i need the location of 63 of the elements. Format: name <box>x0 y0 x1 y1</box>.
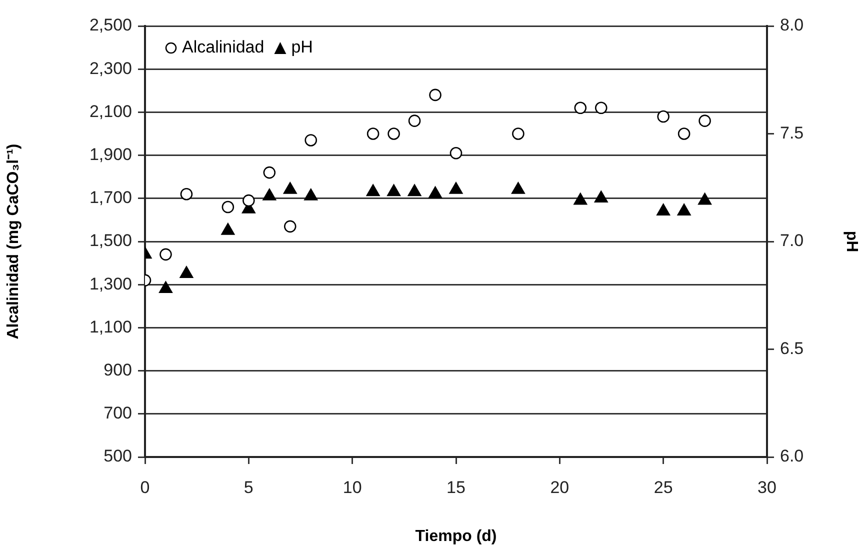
y-tick-label: 2,100 <box>89 102 132 121</box>
point <box>698 192 712 205</box>
y2-tick-label: 6.0 <box>780 446 804 466</box>
point <box>678 128 690 140</box>
point <box>677 204 691 216</box>
x-tick-label: 10 <box>342 478 362 497</box>
point <box>222 200 234 214</box>
y-tick-label: 1,500 <box>89 231 132 250</box>
point <box>449 182 463 194</box>
y-tick-label: 900 <box>104 360 132 380</box>
x-tick-label: 30 <box>758 478 776 497</box>
point <box>304 188 318 200</box>
point <box>180 266 194 278</box>
point <box>263 166 276 179</box>
point <box>242 194 255 207</box>
point <box>450 146 462 160</box>
legend-label: Alcalinidad <box>182 38 264 57</box>
point <box>594 102 608 114</box>
y-tick-label: 1,700 <box>89 188 132 208</box>
point <box>408 184 422 196</box>
point <box>408 114 421 127</box>
y-tick-label: 1,100 <box>89 317 132 336</box>
point <box>574 192 588 205</box>
point <box>428 186 442 198</box>
point <box>366 184 380 196</box>
x-tick-label: 0 <box>140 478 150 497</box>
point <box>159 281 172 294</box>
point <box>657 110 670 123</box>
point <box>574 102 587 114</box>
point <box>304 134 318 146</box>
y-tick-label: 500 <box>104 446 132 466</box>
y2-axis-title: pH <box>842 230 860 252</box>
legend-label: pH <box>291 38 313 57</box>
y2-tick-label: 7.5 <box>780 123 804 142</box>
y2-tick-label: 6.5 <box>780 338 804 358</box>
point <box>180 188 193 200</box>
y-tick-label: 2,500 <box>89 16 132 35</box>
y-tick-label: 2,300 <box>89 58 132 78</box>
point <box>283 182 297 194</box>
point <box>698 114 711 127</box>
x-axis-title: Tiempo (d) <box>415 528 497 545</box>
point <box>284 220 296 233</box>
point <box>656 204 670 216</box>
y2-tick-label: 8.0 <box>780 16 804 35</box>
y-tick-label: 1,300 <box>89 274 132 294</box>
point <box>511 182 525 194</box>
point <box>160 248 172 261</box>
point <box>429 88 442 102</box>
x-tick-label: 20 <box>550 478 570 497</box>
point <box>387 184 401 196</box>
x-tick-label: 25 <box>654 478 673 497</box>
point <box>594 190 608 203</box>
point <box>366 128 380 140</box>
y2-tick-label: 7.0 <box>780 231 804 250</box>
y-tick-label: 1,900 <box>89 144 132 164</box>
x-tick-label: 5 <box>244 478 254 497</box>
y-tick-label: 700 <box>104 404 132 423</box>
point <box>262 188 276 200</box>
point <box>388 128 400 140</box>
x-tick-label: 15 <box>446 478 466 497</box>
point <box>221 223 235 235</box>
y-axis-title: Alcalinidad (mg CaCO₃l⁻¹) <box>5 144 22 340</box>
point <box>512 128 524 140</box>
